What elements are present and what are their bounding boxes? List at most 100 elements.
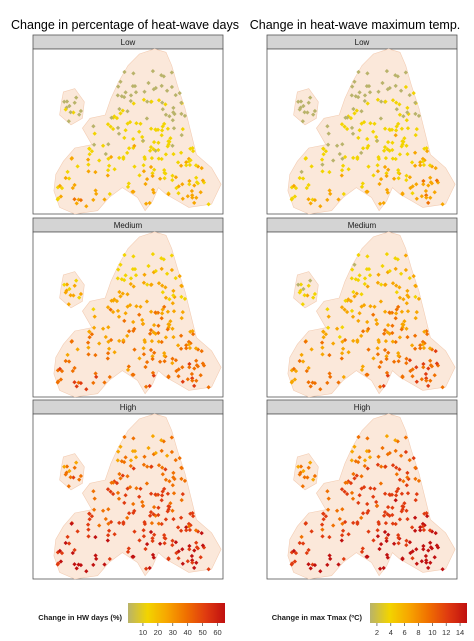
- station-marker: [185, 194, 190, 199]
- station-marker: [384, 171, 389, 176]
- station-marker: [300, 302, 305, 307]
- station-marker: [357, 455, 362, 460]
- station-marker: [182, 478, 188, 484]
- station-marker: [190, 148, 196, 154]
- station-marker: [326, 496, 331, 501]
- station-marker: [187, 182, 192, 187]
- station-marker: [381, 200, 386, 206]
- station-marker: [194, 560, 199, 565]
- station-marker: [375, 163, 380, 168]
- station-marker: [393, 438, 398, 443]
- station-marker: [382, 144, 388, 150]
- facet-label: Medium: [348, 221, 377, 230]
- station-marker: [365, 254, 370, 259]
- station-marker: [312, 197, 318, 203]
- station-marker: [349, 458, 354, 463]
- station-marker: [194, 540, 199, 545]
- station-marker: [290, 379, 295, 384]
- station-marker: [300, 176, 306, 181]
- station-marker: [152, 532, 157, 537]
- station-marker: [144, 299, 150, 304]
- station-marker: [421, 345, 427, 351]
- station-marker: [356, 252, 361, 258]
- station-marker: [171, 126, 177, 131]
- station-marker: [384, 173, 389, 179]
- station-marker: [420, 342, 426, 347]
- panel-high-0: High: [32, 399, 224, 580]
- station-marker: [170, 118, 175, 123]
- station-marker: [194, 378, 199, 383]
- station-marker: [130, 554, 135, 559]
- station-marker: [396, 541, 401, 546]
- station-marker: [122, 69, 127, 75]
- station-marker: [381, 513, 387, 518]
- station-marker: [403, 267, 409, 273]
- station-marker: [190, 378, 195, 383]
- station-marker: [116, 84, 121, 89]
- station-marker: [192, 200, 197, 206]
- station-marker: [364, 372, 369, 377]
- station-marker: [407, 540, 413, 545]
- station-marker: [390, 521, 395, 526]
- station-marker: [423, 553, 429, 559]
- station-marker: [365, 284, 370, 289]
- station-marker: [141, 97, 147, 102]
- station-marker: [412, 333, 418, 338]
- station-marker: [319, 157, 325, 162]
- station-marker: [393, 156, 398, 162]
- station-marker: [67, 103, 72, 109]
- station-marker: [377, 566, 383, 571]
- station-marker: [357, 273, 362, 278]
- station-marker: [306, 365, 311, 371]
- station-marker: [414, 182, 419, 187]
- station-marker: [159, 339, 164, 345]
- station-marker: [371, 356, 376, 361]
- station-marker: [311, 477, 316, 482]
- station-marker: [404, 356, 409, 361]
- station-marker: [365, 136, 370, 142]
- station-marker: [190, 331, 196, 337]
- station-marker: [190, 193, 195, 198]
- station-marker: [162, 350, 167, 356]
- station-marker: [178, 150, 184, 155]
- station-marker: [187, 365, 192, 370]
- station-marker: [144, 481, 150, 486]
- station-marker: [169, 84, 175, 90]
- station-marker: [319, 340, 325, 345]
- station-marker: [72, 197, 77, 202]
- station-marker: [64, 99, 70, 104]
- station-marker: [375, 346, 380, 351]
- station-marker: [198, 555, 203, 560]
- station-marker: [300, 541, 306, 546]
- station-marker: [434, 178, 440, 183]
- station-marker: [428, 195, 433, 200]
- station-marker: [306, 182, 311, 188]
- station-marker: [171, 516, 176, 522]
- station-marker: [320, 527, 325, 532]
- station-marker: [171, 491, 177, 496]
- station-marker: [150, 370, 156, 376]
- station-marker: [371, 312, 376, 317]
- station-marker: [173, 175, 179, 180]
- station-marker: [360, 546, 365, 551]
- station-marker: [416, 296, 422, 302]
- station-marker: [86, 169, 91, 174]
- station-marker: [180, 491, 185, 497]
- station-marker: [159, 316, 164, 321]
- station-marker: [149, 464, 154, 469]
- legend-tick-label: 40: [184, 628, 192, 637]
- station-marker: [167, 322, 172, 327]
- station-marker: [351, 520, 356, 526]
- station-marker: [192, 548, 197, 553]
- panel-low-0: Low: [32, 34, 224, 215]
- station-marker: [334, 508, 340, 513]
- station-marker: [340, 156, 345, 161]
- station-marker: [356, 434, 361, 440]
- station-marker: [343, 298, 348, 303]
- station-marker: [140, 321, 146, 326]
- station-marker: [413, 315, 418, 321]
- station-marker: [152, 350, 157, 355]
- station-marker: [398, 271, 404, 276]
- station-marker: [387, 450, 392, 456]
- legend-tick-label: 2: [375, 628, 379, 637]
